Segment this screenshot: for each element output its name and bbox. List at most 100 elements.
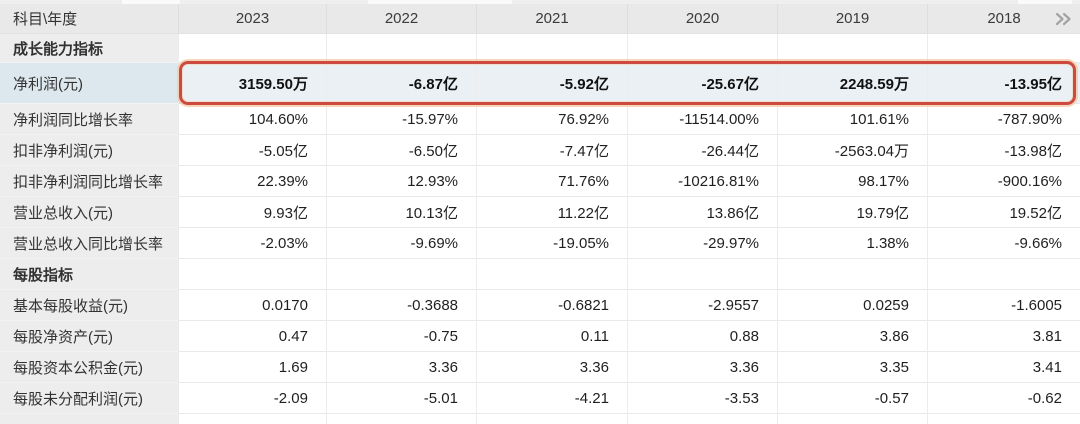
row-label: 基本每股收益(元)	[0, 290, 178, 321]
value-cell: 3.35	[777, 352, 927, 383]
value-cell: 1.69	[178, 352, 326, 383]
value-cell: 3.36	[326, 352, 476, 383]
value-cell: 3.36	[476, 352, 627, 383]
value-cell: 1.38%	[777, 228, 927, 259]
year-header-2023: 2023	[178, 4, 326, 33]
value-cell: 71.76%	[476, 166, 627, 197]
value-cell: 19.52亿	[927, 197, 1080, 228]
value-cell: -25.67亿	[627, 63, 777, 104]
value-cell	[178, 34, 326, 63]
value-cell	[476, 34, 627, 63]
value-cell: -2.9557	[627, 290, 777, 321]
row-label: 扣非净利润(元)	[0, 135, 178, 166]
value-cell: -15.97%	[326, 104, 476, 135]
row-label: 净利润(元)	[0, 63, 178, 104]
table-row: 营业总收入同比增长率 -2.03% -9.69% -19.05% -29.97% 1.38…	[0, 228, 1080, 259]
value-cell: -13.95亿	[927, 63, 1080, 104]
value-cell	[927, 34, 1080, 63]
value-cell: -9.66%	[927, 228, 1080, 259]
value-cell	[627, 34, 777, 63]
value-cell: -4.21	[476, 383, 627, 414]
row-label: 每股未分配利润(元)	[0, 383, 178, 414]
value-cell: 0.0259	[777, 290, 927, 321]
table-row: 扣非净利润(元) -5.05亿 -6.50亿 -7.47亿 -26.44亿 -2563.0…	[0, 135, 1080, 166]
value-cell: -2.03%	[178, 228, 326, 259]
value-cell: 3.41	[927, 352, 1080, 383]
row-label: 成长能力指标	[0, 34, 178, 63]
top-edge-tab	[122, 0, 180, 4]
value-cell: -19.05%	[476, 228, 627, 259]
value-cell: -13.98亿	[927, 135, 1080, 166]
row-label: 每股净资产(元)	[0, 321, 178, 352]
value-cell: -787.90%	[927, 104, 1080, 135]
value-cell: 0.11	[476, 321, 627, 352]
value-cell: 104.60%	[178, 104, 326, 135]
value-cell: -5.01	[326, 383, 476, 414]
value-cell: -0.62	[927, 383, 1080, 414]
table-row: 每股资本公积金(元) 1.69 3.36 3.36 3.36 3.35 3.41	[0, 352, 1080, 383]
corner-header-cell: 科目\年度	[13, 11, 78, 28]
value-cell: 0.0170	[178, 290, 326, 321]
value-cell	[326, 259, 476, 290]
table-row: 扣非净利润同比增长率 22.39% 12.93% 71.76% -10216.81% 98…	[0, 166, 1080, 197]
partial-next-row	[0, 414, 1080, 424]
table-row: 净利润同比增长率 104.60% -15.97% 76.92% -11514.00% 10…	[0, 104, 1080, 135]
row-label: 每股资本公积金(元)	[0, 352, 178, 383]
value-cell: -2563.04万	[777, 135, 927, 166]
value-cell: -0.57	[777, 383, 927, 414]
value-cell: 19.79亿	[777, 197, 927, 228]
row-label: 每股指标	[0, 259, 178, 290]
value-cell: 3159.50万	[178, 63, 326, 104]
year-header-2019: 2019	[777, 4, 927, 33]
value-cell	[178, 259, 326, 290]
year-header-2021: 2021	[476, 4, 627, 33]
value-cell: 9.93亿	[178, 197, 326, 228]
value-cell	[326, 34, 476, 63]
table-row: 每股未分配利润(元) -2.09 -5.01 -4.21 -3.53 -0.57 -0.62	[0, 383, 1080, 414]
value-cell	[777, 34, 927, 63]
value-cell: -6.50亿	[326, 135, 476, 166]
value-cell	[476, 259, 627, 290]
year-header-2020: 2020	[627, 4, 777, 33]
value-cell	[627, 259, 777, 290]
table-row: 净利润(元) 3159.50万 -6.87亿 -5.92亿 -25.67亿 2248.59…	[0, 63, 1080, 104]
year-header-2022: 2022	[326, 4, 476, 33]
value-cell: 101.61%	[777, 104, 927, 135]
value-cell: -0.3688	[326, 290, 476, 321]
value-cell: 2248.59万	[777, 63, 927, 104]
row-label: 营业总收入(元)	[0, 197, 178, 228]
table-header-row: 科目\年度 2023 2022 2021 2020 2019 2018	[0, 4, 1080, 34]
value-cell	[927, 259, 1080, 290]
value-cell: 0.88	[627, 321, 777, 352]
value-cell: 0.47	[178, 321, 326, 352]
value-cell: 11.22亿	[476, 197, 627, 228]
top-edge-strip	[0, 0, 1080, 4]
value-cell: 76.92%	[476, 104, 627, 135]
top-edge-tab	[1018, 0, 1072, 4]
value-cell: -3.53	[627, 383, 777, 414]
value-cell: -1.6005	[927, 290, 1080, 321]
value-cell: 10.13亿	[326, 197, 476, 228]
value-cell: 3.86	[777, 321, 927, 352]
section-row: 成长能力指标	[0, 34, 1080, 63]
table-row: 营业总收入(元) 9.93亿 10.13亿 11.22亿 13.86亿 19.79亿 19.…	[0, 197, 1080, 228]
value-cell: -7.47亿	[476, 135, 627, 166]
row-label: 净利润同比增长率	[0, 104, 178, 135]
table-body: 成长能力指标 净利润(元) 3159.50万 -6.87亿 -5.92亿 -25.67亿 2…	[0, 34, 1080, 414]
value-cell: -29.97%	[627, 228, 777, 259]
value-cell: 3.36	[627, 352, 777, 383]
value-cell: 13.86亿	[627, 197, 777, 228]
year-header-2018-label: 2018	[987, 10, 1021, 27]
value-cell: -5.92亿	[476, 63, 627, 104]
value-cell: -26.44亿	[627, 135, 777, 166]
section-row: 每股指标	[0, 259, 1080, 290]
value-cell: -11514.00%	[627, 104, 777, 135]
year-header-2018: 2018	[927, 4, 1080, 33]
value-cell: 22.39%	[178, 166, 326, 197]
table-row: 基本每股收益(元) 0.0170 -0.3688 -0.6821 -2.9557 0.02…	[0, 290, 1080, 321]
double-chevron-right-icon[interactable]	[1054, 11, 1072, 27]
value-cell: -2.09	[178, 383, 326, 414]
value-cell: -10216.81%	[627, 166, 777, 197]
value-cell: 12.93%	[326, 166, 476, 197]
